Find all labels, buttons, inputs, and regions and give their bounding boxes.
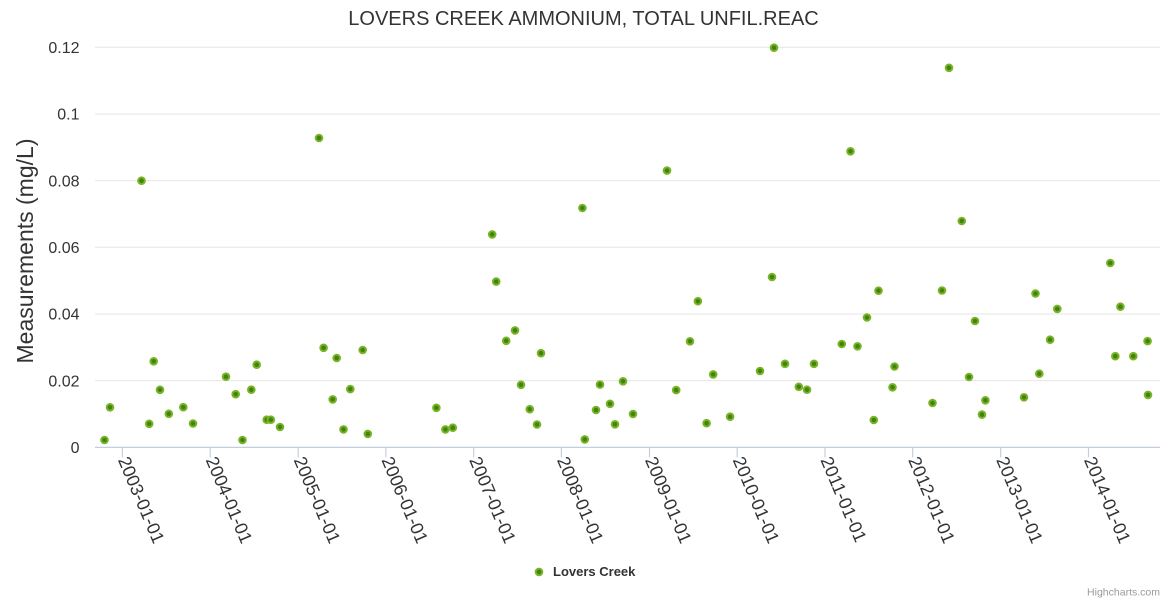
svg-text:0.04: 0.04 [48,307,79,324]
svg-text:0: 0 [71,440,80,457]
svg-text:0.08: 0.08 [48,173,79,190]
svg-text:0.12: 0.12 [48,40,79,57]
svg-text:Lovers Creek: Lovers Creek [553,564,636,579]
svg-text:0.1: 0.1 [57,107,79,124]
svg-text:Highcharts.com: Highcharts.com [1087,587,1160,599]
svg-text:0.02: 0.02 [48,373,79,390]
svg-text:Measurements (mg/L): Measurements (mg/L) [12,139,38,364]
svg-text:LOVERS CREEK AMMONIUM, TOTAL U: LOVERS CREEK AMMONIUM, TOTAL UNFIL.REAC [348,8,818,30]
svg-text:0.06: 0.06 [48,240,79,257]
